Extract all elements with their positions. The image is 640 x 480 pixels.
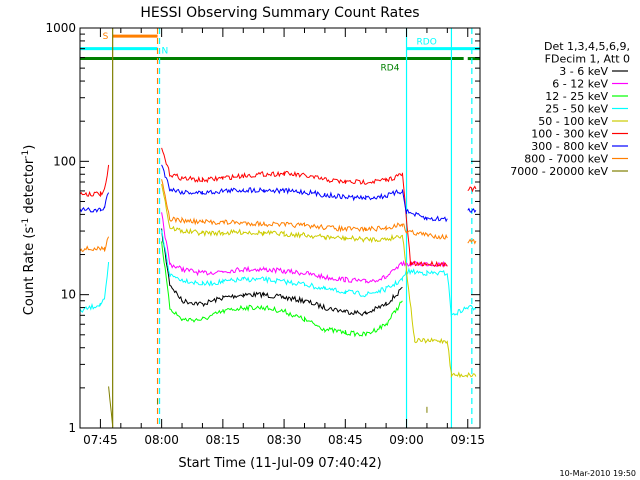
y-axis-label: Count Rate (s-1 detector-1): [21, 145, 37, 316]
series-line: [108, 386, 114, 427]
series-line: [161, 229, 477, 318]
legend-label-12-25-kev: 12 - 25 keV: [545, 90, 608, 103]
series-line: [161, 147, 448, 268]
x-tick-label: 08:00: [144, 433, 179, 447]
series-lines: [79, 147, 477, 427]
x-tick-label: 08:30: [267, 433, 302, 447]
x-axis-label: Start Time (11-Jul-09 07:40:42): [178, 456, 381, 471]
series-12-25-kev: [161, 241, 403, 338]
y-axis-label-sup1: -1: [21, 218, 31, 227]
legend-label-800-7000-kev: 800 - 7000 keV: [524, 153, 608, 166]
series-300-800-kev: [79, 164, 477, 223]
flag-label-n: N: [162, 47, 169, 57]
series-line: [79, 236, 110, 253]
y-tick-label: 1000: [45, 21, 76, 35]
series-line: [161, 164, 448, 223]
legend-header-line: Det 1,3,4,5,6,9,: [544, 40, 630, 53]
y-tick-label: 100: [53, 154, 76, 168]
flag-label-rd4: RD4: [381, 64, 400, 74]
y-axis-label-main: Count Rate (s: [22, 227, 37, 316]
legend-label-3-6-kev: 3 - 6 keV: [559, 65, 608, 78]
plot-frame: [79, 27, 481, 429]
legend-label-100-300-kev: 100 - 300 keV: [531, 128, 608, 141]
observing-flags: S N RDO RD4: [80, 32, 480, 74]
legend-label-25-50-kev: 25 - 50 keV: [545, 103, 608, 116]
x-tick-label: 08:15: [206, 433, 241, 447]
legend-header-line: FDecim 1, Att 0: [545, 53, 630, 66]
y-axis-label-end: ): [22, 145, 37, 150]
series-line: [161, 212, 448, 284]
legend-label-300-800-kev: 300 - 800 keV: [531, 140, 608, 153]
y-tick-label: 1: [68, 421, 76, 435]
series-6-12-kev: [161, 212, 448, 284]
flag-label-s: S: [103, 32, 109, 42]
series-line: [161, 228, 403, 317]
series-line: [467, 207, 477, 213]
legend-label-7000-20000-kev: 7000 - 20000 keV: [510, 165, 608, 178]
series-line: [161, 183, 477, 379]
legend-label-50-100-kev: 50 - 100 keV: [538, 115, 608, 128]
y-tick-label: 10: [61, 288, 76, 302]
series-800-7000-kev: [79, 179, 477, 253]
series-line: [161, 179, 448, 240]
footer-timestamp: 10-Mar-2010 19:50: [560, 469, 637, 478]
x-tick-label: 07:45: [83, 433, 118, 447]
series-line: [467, 185, 477, 193]
series-7000-20000-kev: [108, 386, 428, 427]
series-100-300-kev: [79, 147, 477, 268]
mode-change-lines: [112, 28, 473, 428]
series-line: [79, 164, 110, 198]
series-line: [79, 192, 110, 213]
x-tick-label: 09:15: [450, 433, 485, 447]
series-line: [467, 238, 477, 245]
flag-label-rdo: RDO: [417, 38, 437, 48]
y-axis-ticks: 1 10 100 1000: [45, 21, 480, 435]
x-tick-label: 08:45: [328, 433, 363, 447]
y-axis-label-sup2: -1: [21, 150, 31, 159]
x-tick-label: 09:00: [389, 433, 424, 447]
series-50-100-kev: [161, 183, 477, 379]
x-axis-ticks: 07:45 08:00 08:15 08:30 08:45 09:00 09:15: [79, 28, 485, 447]
series-line: [161, 241, 403, 338]
legend-label-6-12-kev: 6 - 12 keV: [552, 78, 608, 91]
series-3-6-kev: [161, 228, 403, 317]
legend: Det 1,3,4,5,6,9,FDecim 1, Att 03 - 6 keV…: [510, 40, 630, 178]
series-line: [79, 261, 110, 313]
y-axis-label-mid: detector: [22, 158, 37, 218]
chart-title: HESSI Observing Summary Count Rates: [140, 5, 419, 21]
series-25-50-kev: [79, 229, 477, 318]
